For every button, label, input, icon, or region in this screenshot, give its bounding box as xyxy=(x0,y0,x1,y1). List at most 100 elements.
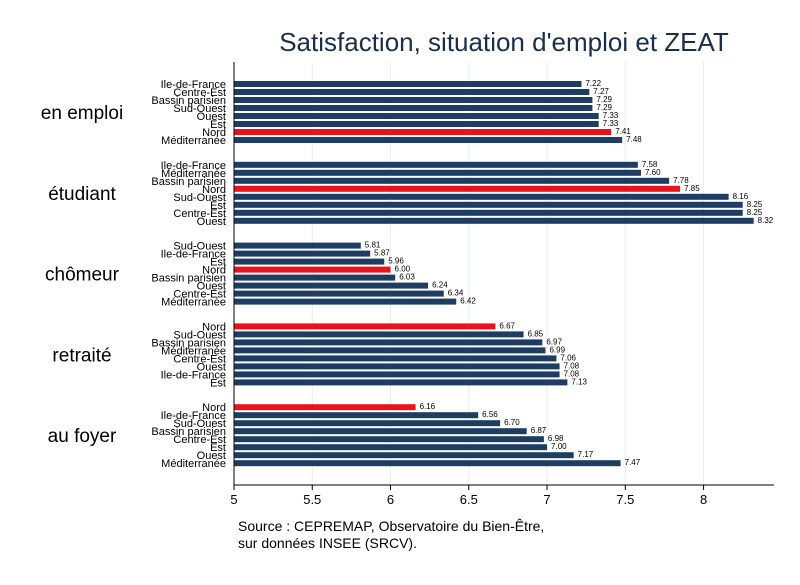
category-label: Ouest xyxy=(197,361,226,373)
x-tick-label: 7 xyxy=(543,492,550,507)
data-label: 6.24 xyxy=(432,281,448,290)
data-label: 6.00 xyxy=(395,265,411,274)
category-label: Nord xyxy=(202,321,226,333)
category-label: Est xyxy=(210,442,226,454)
data-label: 8.25 xyxy=(747,200,763,209)
category-label: Méditerranée xyxy=(161,458,226,470)
bar xyxy=(234,217,754,224)
data-label: 8.25 xyxy=(747,208,763,217)
data-label: 6.97 xyxy=(546,337,562,346)
category-label: Sud-Ouest xyxy=(173,241,226,253)
data-label: 7.27 xyxy=(593,87,609,96)
category-label: Bassin parisien xyxy=(151,95,226,107)
category-label: Nord xyxy=(202,265,226,277)
bar xyxy=(234,331,524,338)
category-label: Est xyxy=(210,377,226,389)
bar xyxy=(234,379,568,386)
bar xyxy=(234,113,599,119)
bar xyxy=(234,209,743,216)
category-label: Bassin parisien xyxy=(151,176,226,188)
data-label: 8.32 xyxy=(758,216,774,225)
data-label: 6.67 xyxy=(499,321,515,330)
bar xyxy=(234,371,560,378)
bar xyxy=(234,105,593,111)
source-note: Source : CEPREMAP, Observatoire du Bien-… xyxy=(238,518,544,552)
bar xyxy=(234,161,638,168)
bar xyxy=(234,347,546,354)
category-label: Sud-Ouest xyxy=(173,192,226,204)
category-label: Est xyxy=(210,119,226,131)
category-label: Sud-Ouest xyxy=(173,418,226,430)
data-label: 7.08 xyxy=(564,369,580,378)
category-label: Centre-Est xyxy=(173,87,226,99)
data-label: 6.56 xyxy=(482,410,498,419)
bar xyxy=(234,185,681,192)
bar xyxy=(234,436,544,443)
bar xyxy=(234,177,670,184)
category-label: Méditerranée xyxy=(161,345,226,357)
labels: Ile-de-France 7.22 Centre-Est 7.27 Bassin pa… xyxy=(41,79,774,470)
category-label: Centre-Est xyxy=(173,434,226,446)
category-label: Ouest xyxy=(197,281,226,293)
data-label: 6.42 xyxy=(460,297,476,306)
data-label: 7.47 xyxy=(625,458,641,467)
group-label: chômeur xyxy=(45,265,120,286)
bar xyxy=(234,355,557,362)
group-label: retraité xyxy=(52,345,111,366)
category-label: Est xyxy=(210,200,226,212)
category-label: Nord xyxy=(202,402,226,414)
bar xyxy=(234,298,457,305)
category-label: Ile-de-France xyxy=(161,79,226,91)
bar xyxy=(234,169,641,176)
category-label: Ile-de-France xyxy=(161,160,226,172)
data-label: 5.81 xyxy=(365,241,381,250)
category-label: Méditerranée xyxy=(161,168,226,180)
chart-title: Satisfaction, situation d'emploi et ZEAT xyxy=(279,27,729,57)
group-label: au foyer xyxy=(48,426,117,447)
data-label: 6.99 xyxy=(549,345,565,354)
category-label: Ile-de-France xyxy=(161,249,226,261)
bar xyxy=(234,412,479,419)
x-tick-label: 6 xyxy=(387,492,394,507)
data-label: 7.13 xyxy=(571,377,587,386)
bar xyxy=(234,81,582,87)
data-label: 7.29 xyxy=(596,103,612,112)
bar xyxy=(234,420,501,427)
bar xyxy=(234,452,574,459)
data-label: 7.29 xyxy=(596,95,612,104)
data-label: 6.03 xyxy=(399,273,415,282)
category-label: Ile-de-France xyxy=(161,410,226,422)
category-label: Sud-Ouest xyxy=(173,329,226,341)
data-label: 6.16 xyxy=(420,402,436,411)
bar xyxy=(234,97,593,103)
category-label: Bassin parisien xyxy=(151,426,226,438)
data-label: 6.34 xyxy=(448,289,464,298)
bar xyxy=(234,290,444,297)
data-label: 7.33 xyxy=(603,119,619,128)
data-label: 8.16 xyxy=(733,192,749,201)
category-label: Sud-Ouest xyxy=(173,103,226,115)
x-axis: 5 5.5 6 6.5 7 7.5 8 xyxy=(230,62,774,507)
category-label: Bassin parisien xyxy=(151,337,226,349)
bar xyxy=(234,129,612,135)
data-label: 7.17 xyxy=(578,450,594,459)
category-label: Centre-Est xyxy=(173,289,226,301)
data-label: 7.08 xyxy=(564,361,580,370)
bar xyxy=(234,250,371,257)
data-label: 7.85 xyxy=(684,184,700,193)
bar xyxy=(234,137,623,143)
data-label: 5.96 xyxy=(388,257,404,266)
bars xyxy=(234,81,754,467)
bar xyxy=(234,428,527,435)
data-label: 7.22 xyxy=(585,79,601,88)
category-label: Méditerranée xyxy=(161,297,226,309)
bar xyxy=(234,444,548,451)
data-label: 7.78 xyxy=(673,176,689,185)
category-label: Centre-Est xyxy=(173,353,226,365)
category-label: Nord xyxy=(202,127,226,139)
source-line-1: Source : CEPREMAP, Observatoire du Bien-… xyxy=(238,518,545,534)
bar xyxy=(234,363,560,370)
data-label: 7.48 xyxy=(626,135,642,144)
category-label: Bassin parisien xyxy=(151,273,226,285)
